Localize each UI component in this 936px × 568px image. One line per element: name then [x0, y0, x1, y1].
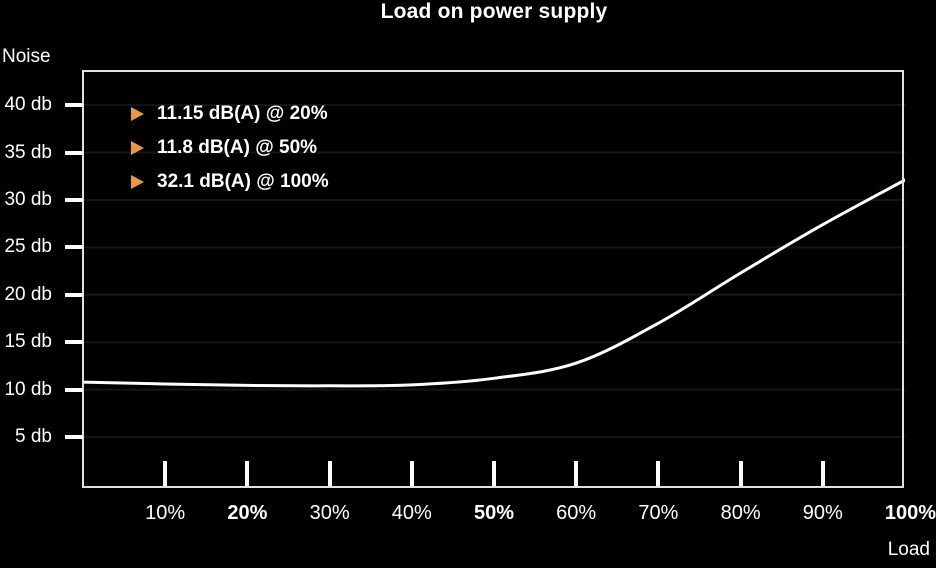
y-tick-mark: [65, 292, 83, 297]
x-tick-label: 90%: [802, 502, 843, 524]
y-tick-mark: [65, 245, 83, 250]
x-tick-label: 10%: [145, 502, 186, 524]
y-tick-label: 10 db: [4, 378, 52, 400]
x-tick-mark: [738, 461, 743, 486]
noise-curve: [83, 178, 905, 388]
x-tick-label: 100%: [884, 502, 936, 524]
x-tick-label: 60%: [556, 502, 597, 524]
x-tick-label: 50%: [473, 502, 515, 524]
callout-text: 11.8 dB(A) @ 50%: [157, 137, 318, 158]
callout-text: 11.15 dB(A) @ 20%: [157, 103, 328, 124]
x-tick-label: 70%: [638, 502, 679, 524]
x-tick-mark: [163, 461, 168, 486]
triangle-marker-icon: [131, 175, 144, 189]
y-tick-mark: [65, 150, 83, 155]
y-tick-label: 25 db: [4, 236, 52, 258]
y-tick-label: 15 db: [4, 331, 52, 353]
y-tick-mark: [65, 197, 83, 202]
plot-canvas: [83, 104, 905, 439]
y-tick-label: 35 db: [4, 141, 52, 163]
x-tick-label: 40%: [391, 502, 432, 524]
triangle-marker-icon: [131, 141, 144, 155]
x-tick-mark: [656, 461, 661, 486]
y-tick-label: 5 db: [15, 426, 52, 448]
x-tick-mark: [409, 461, 414, 486]
x-tick-label: 30%: [309, 502, 350, 524]
callout-row: 32.1 dB(A) @ 100%: [131, 171, 329, 193]
x-tick-mark: [574, 461, 579, 486]
x-axis-label: Load: [887, 539, 930, 560]
triangle-marker-icon: [131, 107, 144, 121]
y-tick-mark: [65, 103, 83, 108]
x-tick-mark: [327, 461, 332, 486]
x-tick-mark: [820, 461, 825, 486]
callout-text: 32.1 dB(A) @ 100%: [157, 171, 329, 192]
x-tick-mark: [492, 461, 496, 486]
chart-title: Load on power supply: [380, 0, 608, 23]
plot-border: [82, 70, 904, 488]
y-tick-label: 20 db: [4, 283, 52, 305]
x-tick-label: 80%: [720, 502, 761, 524]
x-tick-mark: [245, 461, 250, 486]
y-axis-label: Noise: [2, 46, 51, 67]
y-tick-label: 30 db: [4, 188, 52, 210]
y-tick-mark: [65, 387, 83, 392]
y-tick-mark: [65, 435, 83, 440]
gridlines: [83, 104, 905, 439]
callout-row: 11.8 dB(A) @ 50%: [131, 137, 329, 159]
y-tick-mark: [65, 340, 83, 345]
callout-legend: 11.15 dB(A) @ 20% 11.8 dB(A) @ 50% 32.1 …: [131, 103, 329, 205]
callout-row: 11.15 dB(A) @ 20%: [131, 103, 329, 125]
x-tick-label: 20%: [227, 502, 268, 524]
y-tick-label: 40 db: [4, 94, 52, 116]
